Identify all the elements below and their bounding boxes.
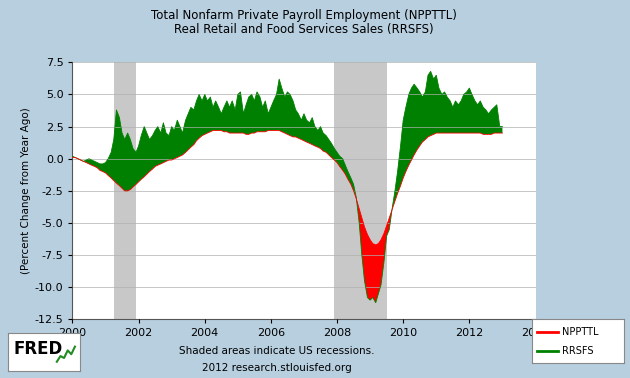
Bar xyxy=(114,62,136,319)
Text: 2012 research.stlouisfed.org: 2012 research.stlouisfed.org xyxy=(202,363,352,373)
Text: FRED: FRED xyxy=(13,340,62,358)
Text: Shaded areas indicate US recessions.: Shaded areas indicate US recessions. xyxy=(180,346,375,356)
Text: NPPTTL: NPPTTL xyxy=(563,327,599,336)
Text: RRSFS: RRSFS xyxy=(563,346,594,356)
Text: Total Nonfarm Private Payroll Employment (NPPTTL): Total Nonfarm Private Payroll Employment… xyxy=(151,9,457,22)
Y-axis label: (Percent Change from Year Ago): (Percent Change from Year Ago) xyxy=(21,107,30,274)
Text: Real Retail and Food Services Sales (RRSFS): Real Retail and Food Services Sales (RRS… xyxy=(174,23,433,36)
Bar xyxy=(335,62,387,319)
